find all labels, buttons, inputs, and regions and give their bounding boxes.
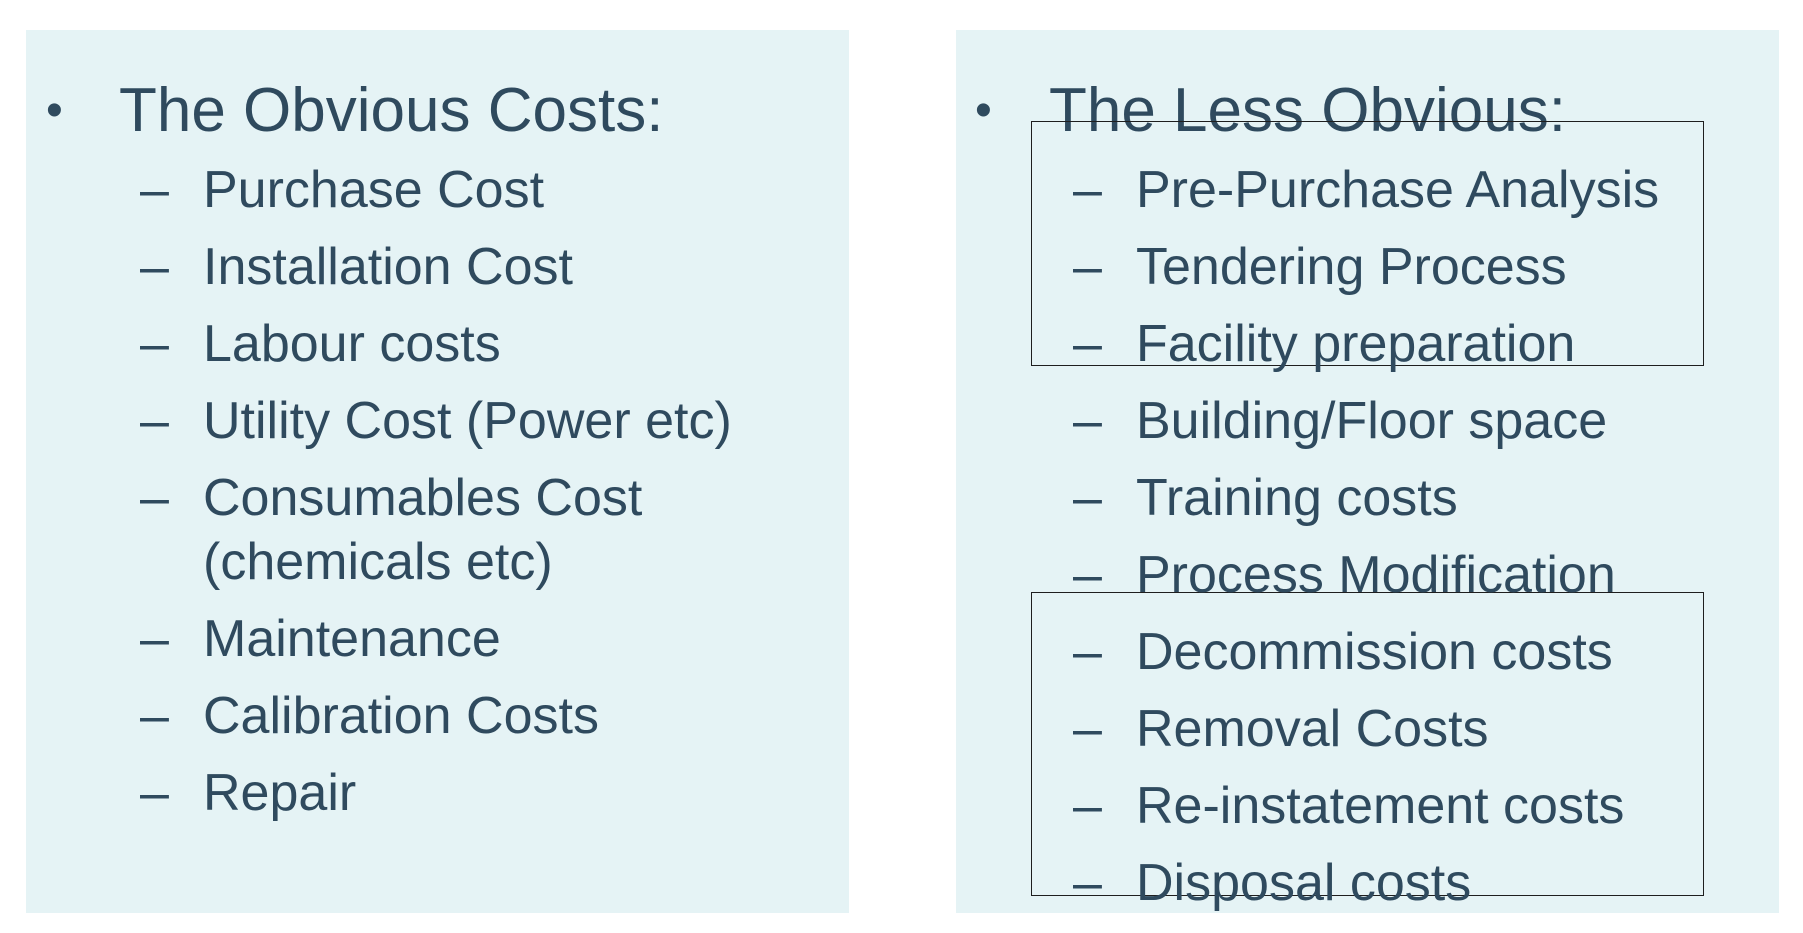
list-item-label: Training costs — [1136, 469, 1458, 527]
list-item-label: Purchase Cost — [203, 161, 545, 219]
list-item-label: Repair — [203, 764, 357, 822]
dash-icon: – — [1073, 700, 1102, 758]
less-obvious-costs-panel: • The Less Obvious: – Pre-Purchase Analy… — [956, 30, 1779, 913]
dash-icon: – — [140, 238, 169, 296]
dash-icon: – — [140, 764, 169, 822]
list-item-label: Building/Floor space — [1136, 392, 1608, 450]
dash-icon: – — [140, 315, 169, 373]
list-item-label: Utility Cost (Power etc) — [203, 392, 732, 450]
pre-purchase-group-frame — [1031, 121, 1704, 366]
list-item-label: Re-instatement costs — [1136, 777, 1625, 835]
dash-icon: – — [1073, 854, 1102, 912]
list-item-label: (chemicals etc) — [203, 533, 553, 591]
dash-icon: – — [1073, 315, 1102, 373]
list-item-label: Consumables Cost — [203, 469, 643, 527]
dash-icon: – — [1073, 161, 1102, 219]
dash-icon: – — [1073, 238, 1102, 296]
list-item-label: Process Modification — [1136, 546, 1616, 604]
list-item-label: Calibration Costs — [203, 687, 599, 745]
heading-text: The Obvious Costs: — [119, 76, 664, 145]
dash-icon: – — [1073, 392, 1102, 450]
dash-icon: – — [1073, 546, 1102, 604]
list-item-label: Tendering Process — [1136, 238, 1567, 296]
list-item-label: Disposal costs — [1136, 854, 1472, 912]
dash-icon: – — [1073, 469, 1102, 527]
dash-icon: – — [1073, 777, 1102, 835]
obvious-costs-panel: • The Obvious Costs: – Purchase Cost – I… — [26, 30, 849, 913]
list-item-label: Pre-Purchase Analysis — [1136, 161, 1660, 219]
dash-icon: – — [140, 610, 169, 668]
bullet-icon: • — [46, 84, 63, 137]
list-item-label: Decommission costs — [1136, 623, 1613, 681]
list-item-label: Installation Cost — [203, 238, 573, 296]
bullet-icon: • — [975, 84, 992, 137]
dash-icon: – — [140, 687, 169, 745]
list-item-label: Removal Costs — [1136, 700, 1489, 758]
list-item-label: Maintenance — [203, 610, 501, 668]
list-item-label: Facility preparation — [1136, 315, 1576, 373]
heading-text: The Less Obvious: — [1049, 76, 1566, 145]
dash-icon: – — [140, 161, 169, 219]
list-item-label: Labour costs — [203, 315, 501, 373]
end-of-life-group-frame — [1031, 592, 1704, 896]
dash-icon: – — [1073, 623, 1102, 681]
dash-icon: – — [140, 392, 169, 450]
dash-icon: – — [140, 469, 169, 527]
